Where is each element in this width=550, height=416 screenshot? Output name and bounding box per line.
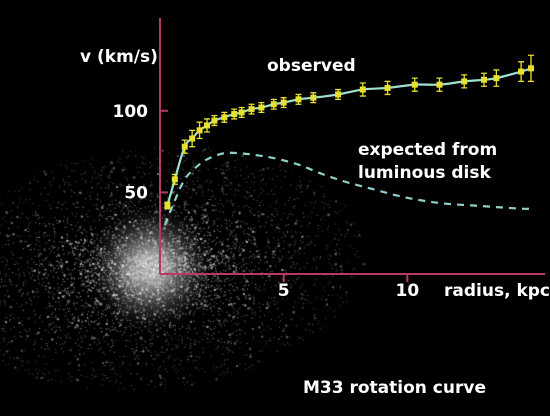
x-axis-label: radius, kpc bbox=[444, 281, 550, 301]
data-point bbox=[196, 121, 203, 140]
data-point bbox=[310, 92, 317, 104]
data-point bbox=[231, 108, 238, 120]
data-point bbox=[461, 74, 468, 89]
point-marker bbox=[203, 122, 210, 129]
point-marker bbox=[384, 84, 391, 91]
point-marker bbox=[196, 127, 203, 134]
data-points-observed bbox=[164, 54, 534, 210]
data-point bbox=[164, 201, 171, 210]
data-point bbox=[295, 93, 302, 105]
point-marker bbox=[238, 109, 245, 116]
data-point bbox=[411, 77, 418, 92]
point-marker bbox=[481, 76, 488, 83]
data-point bbox=[211, 115, 218, 127]
point-marker bbox=[211, 117, 218, 124]
y-tick-label-100: 100 bbox=[113, 102, 149, 122]
point-marker bbox=[231, 111, 238, 118]
point-marker bbox=[411, 81, 418, 88]
data-point bbox=[359, 82, 366, 97]
data-point bbox=[335, 88, 342, 100]
observed-annotation: observed bbox=[267, 56, 356, 76]
data-point bbox=[280, 97, 287, 109]
point-marker bbox=[518, 68, 525, 75]
data-point bbox=[258, 101, 265, 114]
point-marker bbox=[436, 81, 443, 88]
point-marker bbox=[335, 91, 342, 98]
point-marker bbox=[270, 101, 277, 108]
x-tick-label-5: 5 bbox=[278, 281, 290, 301]
data-point bbox=[436, 77, 443, 92]
point-marker bbox=[189, 135, 196, 142]
data-point bbox=[481, 72, 488, 87]
point-marker bbox=[181, 143, 188, 150]
point-marker bbox=[295, 96, 302, 103]
point-marker bbox=[258, 104, 265, 111]
expected-annotation-line1: expected from bbox=[358, 140, 497, 160]
data-point bbox=[221, 111, 228, 123]
point-marker bbox=[310, 94, 317, 101]
data-point bbox=[203, 118, 210, 133]
data-point bbox=[528, 54, 534, 83]
data-point bbox=[238, 106, 245, 118]
series-line-observed bbox=[166, 67, 532, 206]
data-point bbox=[270, 98, 277, 110]
point-marker bbox=[248, 106, 255, 113]
point-marker bbox=[171, 176, 178, 183]
data-point bbox=[248, 103, 255, 115]
axes bbox=[159, 18, 545, 275]
point-marker bbox=[528, 65, 534, 72]
point-marker bbox=[280, 99, 287, 106]
point-marker bbox=[493, 75, 500, 82]
ticks: 5 10 50 100 bbox=[113, 102, 420, 301]
y-axis-label: v (km/s) bbox=[80, 47, 158, 67]
data-point bbox=[171, 173, 178, 185]
data-point bbox=[189, 129, 196, 148]
point-marker bbox=[359, 86, 366, 93]
chart-caption: M33 rotation curve bbox=[303, 378, 486, 398]
point-marker bbox=[164, 202, 171, 209]
y-tick-label-50: 50 bbox=[124, 183, 148, 203]
data-point bbox=[384, 80, 391, 96]
point-marker bbox=[461, 78, 468, 85]
data-point bbox=[181, 139, 188, 154]
expected-annotation-line2: luminous disk bbox=[358, 163, 492, 183]
series-line-expected bbox=[163, 151, 532, 226]
point-marker bbox=[221, 114, 228, 121]
data-point bbox=[518, 61, 525, 83]
data-point bbox=[493, 69, 500, 87]
x-tick-label-10: 10 bbox=[395, 281, 419, 301]
